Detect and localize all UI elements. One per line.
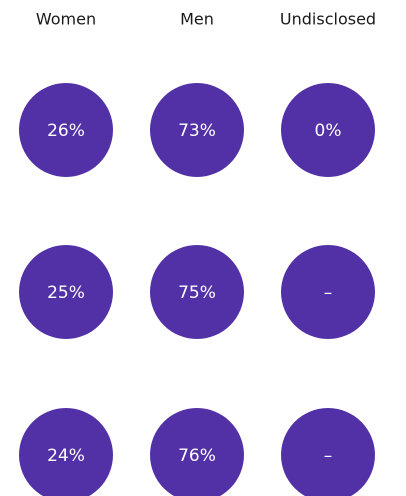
percentage-circle	[19, 245, 113, 339]
percentage-circle	[19, 408, 113, 496]
percentage-label: –	[324, 446, 333, 466]
percentage-circle	[150, 408, 244, 496]
percentage-label: –	[324, 283, 333, 303]
percentage-circle	[150, 83, 244, 177]
percentage-label: 75%	[178, 283, 216, 303]
percentage-label: 25%	[47, 283, 85, 303]
percentage-label: 76%	[178, 446, 216, 466]
percentage-circle	[281, 83, 375, 177]
percentage-circle	[150, 245, 244, 339]
percentage-label: 0%	[315, 121, 342, 141]
percentage-circle	[281, 245, 375, 339]
percentage-label: 24%	[47, 446, 85, 466]
percentage-circle	[19, 83, 113, 177]
column-header: Women	[36, 10, 96, 29]
percentage-label: 26%	[47, 121, 85, 141]
column-header: Undisclosed	[280, 10, 376, 29]
percentage-circle	[281, 408, 375, 496]
column-header: Men	[180, 10, 214, 29]
percentage-label: 73%	[178, 121, 216, 141]
